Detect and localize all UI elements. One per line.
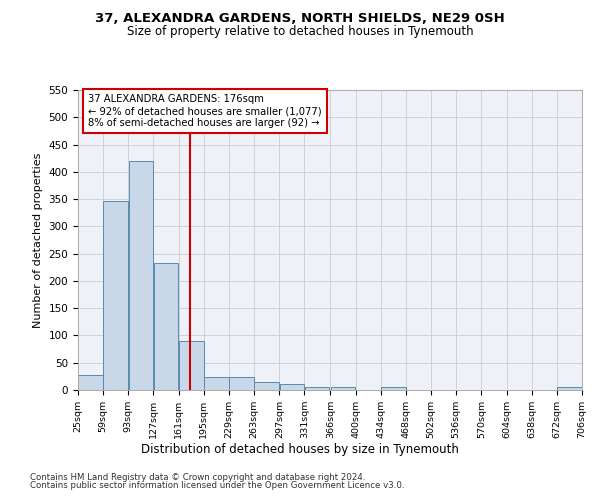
Bar: [204, 377, 229, 390]
Text: Size of property relative to detached houses in Tynemouth: Size of property relative to detached ho…: [127, 25, 473, 38]
Y-axis label: Number of detached properties: Number of detached properties: [33, 152, 43, 328]
Bar: [103, 200, 128, 390]
Bar: [229, 377, 254, 390]
Text: Distribution of detached houses by size in Tynemouth: Distribution of detached houses by size …: [141, 442, 459, 456]
Text: 37 ALEXANDRA GARDENS: 176sqm
← 92% of detached houses are smaller (1,077)
8% of : 37 ALEXANDRA GARDENS: 176sqm ← 92% of de…: [88, 94, 322, 128]
Bar: [331, 388, 355, 390]
Text: Contains public sector information licensed under the Open Government Licence v3: Contains public sector information licen…: [30, 481, 404, 490]
Bar: [557, 388, 582, 390]
Bar: [305, 386, 329, 390]
Bar: [179, 341, 203, 390]
Bar: [128, 162, 153, 390]
Text: 37, ALEXANDRA GARDENS, NORTH SHIELDS, NE29 0SH: 37, ALEXANDRA GARDENS, NORTH SHIELDS, NE…: [95, 12, 505, 26]
Bar: [254, 382, 279, 390]
Bar: [154, 263, 178, 390]
Bar: [280, 384, 304, 390]
Bar: [78, 376, 103, 390]
Text: Contains HM Land Registry data © Crown copyright and database right 2024.: Contains HM Land Registry data © Crown c…: [30, 472, 365, 482]
Bar: [381, 388, 406, 390]
